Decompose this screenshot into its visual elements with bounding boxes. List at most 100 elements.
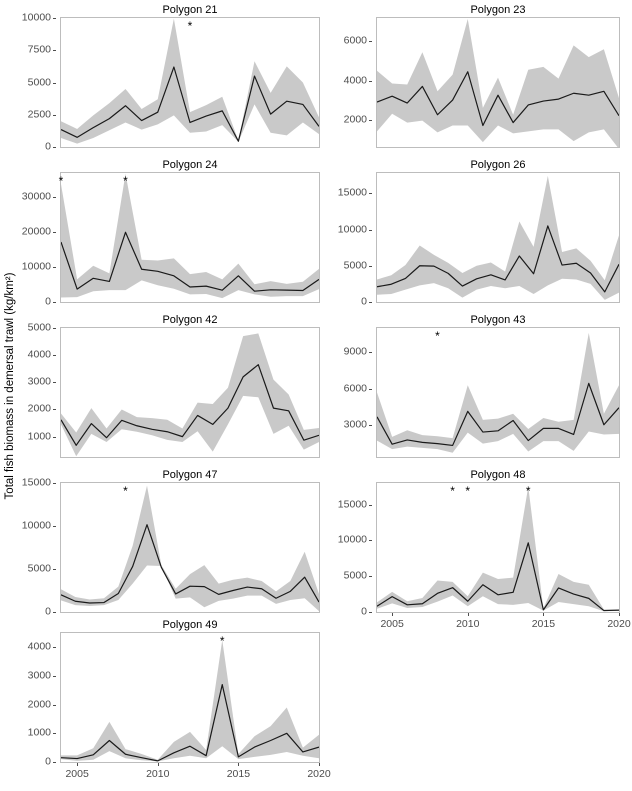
facet-panel: Polygon 42 1000 2000 3000 4000 5000 (28, 313, 320, 480)
panel-title: Polygon 48 (470, 469, 526, 481)
panel-title: Polygon 26 (470, 159, 526, 171)
y-tick-label: 2500 (27, 108, 51, 121)
y-tick-mark (53, 147, 56, 148)
confidence-ribbon (377, 332, 619, 453)
y-tick-label: 20000 (21, 225, 51, 238)
y-tick-mark (369, 302, 372, 303)
y-tick-mark (53, 483, 56, 484)
series-canvas (377, 18, 619, 147)
y-tick-mark (53, 436, 56, 438)
x-tick-label: 2010 (146, 768, 170, 780)
y-tick-mark (369, 352, 372, 354)
y-tick-mark (53, 302, 56, 303)
x-tick-label: 2015 (531, 618, 556, 630)
x-tick-mark (77, 763, 79, 766)
x-tick-mark (543, 613, 545, 616)
facet-panel: Polygon 49 0 1000 2000 3000 4000 2005 2010 2015 2… (28, 618, 331, 785)
y-tick-label: 3000 (27, 669, 51, 682)
x-tick-mark (467, 613, 469, 616)
y-axis-ticks: 0 5000 10000 15000 (324, 482, 372, 617)
panel-title: Polygon 24 (162, 159, 218, 171)
y-tick-label: 10000 (21, 519, 51, 532)
y-tick-label: 6000 (343, 34, 367, 47)
y-tick-mark (369, 41, 372, 43)
y-tick-mark (369, 193, 372, 195)
plot-area (376, 172, 620, 303)
facet-panel: Polygon 21 0 2500 5000 7500 10000 * (22, 3, 320, 170)
significance-star: * (123, 174, 128, 188)
y-tick-mark (53, 382, 56, 384)
y-tick-mark (369, 540, 372, 542)
y-tick-label: 15000 (21, 476, 51, 489)
confidence-ribbon (377, 175, 619, 300)
series-canvas (377, 175, 619, 300)
y-tick-mark (369, 504, 372, 506)
y-tick-mark (53, 647, 56, 649)
y-tick-label: 0 (45, 755, 51, 768)
panel-title: Polygon 23 (470, 4, 526, 16)
facet-panel: Polygon 47 0 5000 10000 15000 * (22, 468, 320, 635)
confidence-ribbon (61, 173, 319, 299)
confidence-ribbon (61, 18, 319, 144)
significance-star: * (219, 634, 225, 648)
y-tick-label: 7500 (27, 43, 51, 56)
significance-star: * (123, 484, 128, 498)
series-canvas (377, 486, 619, 612)
significance-star: * (58, 174, 64, 188)
y-tick-label: 3000 (27, 375, 51, 388)
mean-line (377, 225, 619, 293)
y-tick-mark (53, 733, 56, 735)
y-tick-label: 5000 (343, 259, 367, 272)
y-tick-mark (53, 197, 56, 199)
y-tick-mark (53, 232, 56, 234)
x-tick-label: 2015 (226, 768, 251, 780)
panel-title: Polygon 43 (470, 314, 526, 326)
y-tick-label: 1000 (27, 430, 51, 443)
y-tick-label: 9000 (343, 345, 367, 358)
mean-line (61, 231, 319, 292)
y-tick-label: 2000 (27, 402, 51, 415)
y-tick-label: 30000 (21, 190, 51, 203)
y-tick-label: 15000 (337, 186, 367, 199)
y-tick-mark (53, 612, 56, 613)
panel-title: Polygon 47 (162, 469, 218, 481)
series-canvas (377, 332, 619, 453)
y-tick-label: 1000 (27, 726, 51, 739)
y-tick-mark (53, 267, 56, 269)
series-canvas (61, 485, 319, 612)
x-tick-mark (392, 613, 394, 616)
y-tick-mark (369, 388, 372, 390)
x-tick-label: 2010 (456, 618, 480, 630)
panel-title: Polygon 49 (162, 619, 218, 631)
y-tick-mark (53, 762, 56, 763)
y-tick-label: 0 (45, 605, 51, 618)
y-axis-ticks: 0 1000 2000 3000 4000 (8, 632, 56, 767)
y-tick-label: 0 (45, 140, 51, 153)
panel-title: Polygon 42 (162, 314, 218, 326)
y-axis-ticks: 0 10000 20000 30000 (8, 172, 56, 307)
confidence-ribbon (61, 485, 319, 612)
y-tick-mark (369, 576, 372, 578)
significance-star: * (435, 329, 440, 343)
significance-star: * (465, 484, 471, 498)
facet-panel: Polygon 26 0 5000 10000 15000 (338, 158, 620, 325)
y-tick-label: 3000 (343, 418, 367, 431)
plot-area (376, 482, 620, 613)
y-tick-label: 0 (361, 295, 367, 308)
x-tick-label: 2005 (380, 618, 404, 630)
series-canvas (61, 333, 319, 457)
plot-area (376, 17, 620, 148)
y-tick-mark (369, 119, 372, 121)
y-tick-mark (369, 80, 372, 82)
x-axis-ticks: 2005 2010 2015 2020 (376, 613, 631, 635)
y-tick-mark (53, 355, 56, 357)
y-tick-label: 10000 (337, 533, 367, 546)
y-tick-label: 10000 (21, 11, 51, 24)
confidence-ribbon (61, 640, 319, 762)
y-axis-ticks: 0 2500 5000 7500 10000 (8, 12, 56, 152)
y-tick-label: 10000 (337, 223, 367, 236)
facet-panel: Polygon 43 3000 6000 9000 * (344, 313, 620, 480)
y-tick-mark (53, 704, 56, 706)
plot-area (60, 172, 320, 303)
